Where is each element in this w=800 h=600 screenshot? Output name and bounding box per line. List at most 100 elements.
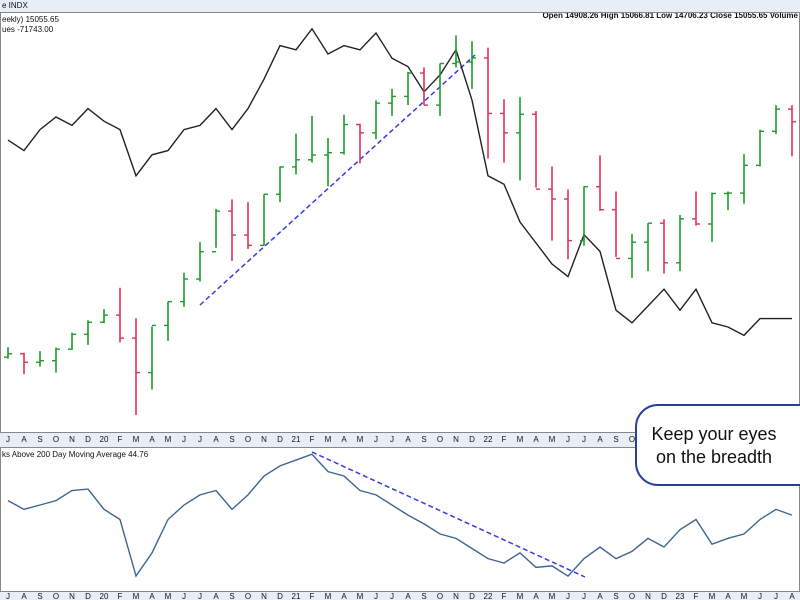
x-tick-label: 23 xyxy=(676,592,685,600)
x-tick-label: D xyxy=(469,592,475,600)
x-tick-label: N xyxy=(645,592,651,600)
x-tick-label: J xyxy=(182,435,186,444)
x-tick-label: O xyxy=(629,435,635,444)
x-tick-label: J xyxy=(566,435,570,444)
x-tick-label: F xyxy=(118,592,123,600)
x-tick-label: F xyxy=(118,435,123,444)
price-label: eekly) 15055.65 xyxy=(2,15,59,24)
x-tick-label: J xyxy=(758,592,762,600)
overlay-line xyxy=(7,27,792,337)
callout-text: on the breadth xyxy=(656,447,772,467)
x-tick-label: A xyxy=(213,592,219,600)
x-tick-label: N xyxy=(453,592,459,600)
breadth-line xyxy=(7,453,793,578)
trend-line xyxy=(199,54,476,306)
x-tick-label: S xyxy=(421,435,426,444)
x-tick-label: F xyxy=(310,435,315,444)
x-tick-label: M xyxy=(325,592,332,600)
x-tick-label: A xyxy=(149,592,155,600)
x-tick-label: M xyxy=(517,592,524,600)
x-tick-label: A xyxy=(405,435,411,444)
x-tick-label: 20 xyxy=(100,592,109,600)
x-tick-label: J xyxy=(390,592,394,600)
x-tick-label: D xyxy=(85,435,91,444)
callout-text: Keep your eyes xyxy=(651,424,776,444)
x-tick-label: O xyxy=(245,435,251,444)
x-tick-label: 21 xyxy=(292,592,301,600)
x-tick-label: J xyxy=(182,592,186,600)
x-tick-label: M xyxy=(133,592,140,600)
x-tick-label: M xyxy=(325,435,332,444)
x-tick-label: A xyxy=(341,592,347,600)
x-tick-label: O xyxy=(629,592,635,600)
x-tick-label: O xyxy=(437,435,443,444)
x-tick-label: A xyxy=(789,592,795,600)
x-tick-label: D xyxy=(277,592,283,600)
x-tick-label: O xyxy=(53,592,59,600)
x-tick-label: F xyxy=(310,592,315,600)
x-tick-label: S xyxy=(421,592,426,600)
x-tick-label: J xyxy=(390,435,394,444)
x-tick-label: J xyxy=(774,592,778,600)
x-tick-label: N xyxy=(69,592,75,600)
x-tick-label: 22 xyxy=(484,435,493,444)
x-tick-label: S xyxy=(37,435,42,444)
callout-box xyxy=(635,404,800,486)
x-tick-label: J xyxy=(198,435,202,444)
x-tick-label: S xyxy=(37,592,42,600)
month-strip-bottom xyxy=(0,592,800,600)
header-bar xyxy=(0,0,800,12)
x-tick-label: M xyxy=(549,435,556,444)
x-tick-label: S xyxy=(613,592,618,600)
x-tick-label: J xyxy=(198,592,202,600)
x-tick-label: D xyxy=(469,435,475,444)
x-tick-label: M xyxy=(709,592,716,600)
x-tick-label: M xyxy=(133,435,140,444)
x-tick-label: J xyxy=(374,435,378,444)
x-tick-label: A xyxy=(725,592,731,600)
x-tick-label: M xyxy=(165,592,172,600)
x-tick-label: 21 xyxy=(292,435,301,444)
x-tick-label: A xyxy=(597,435,603,444)
x-tick-label: A xyxy=(21,592,27,600)
x-tick-label: S xyxy=(229,592,234,600)
x-tick-label: D xyxy=(85,592,91,600)
x-tick-label: J xyxy=(6,592,10,600)
trend-line xyxy=(311,451,586,578)
x-tick-label: A xyxy=(149,435,155,444)
x-tick-label: M xyxy=(357,592,364,600)
breadth-label: ks Above 200 Day Moving Average 44.76 xyxy=(2,450,149,459)
x-tick-label: A xyxy=(597,592,603,600)
x-tick-label: D xyxy=(661,592,667,600)
x-tick-label: A xyxy=(341,435,347,444)
x-tick-label: O xyxy=(53,435,59,444)
x-tick-label: M xyxy=(357,435,364,444)
header-symbol: e INDX xyxy=(2,1,28,10)
x-tick-label: J xyxy=(582,435,586,444)
x-tick-label: F xyxy=(694,592,699,600)
x-tick-label: M xyxy=(517,435,524,444)
x-tick-label: D xyxy=(277,435,283,444)
x-tick-label: A xyxy=(533,592,539,600)
x-tick-label: M xyxy=(165,435,172,444)
header-quote: Open 14908.26 High 15066.81 Low 14706.23… xyxy=(542,11,798,20)
x-tick-label: F xyxy=(502,435,507,444)
x-tick-label: N xyxy=(261,592,267,600)
x-tick-label: N xyxy=(453,435,459,444)
x-tick-label: N xyxy=(69,435,75,444)
x-tick-label: A xyxy=(213,435,219,444)
x-tick-label: A xyxy=(405,592,411,600)
x-tick-label: J xyxy=(566,592,570,600)
x-tick-label: F xyxy=(502,592,507,600)
month-strip xyxy=(0,433,800,447)
x-tick-label: S xyxy=(229,435,234,444)
x-tick-label: O xyxy=(245,592,251,600)
x-tick-label: M xyxy=(549,592,556,600)
x-tick-label: A xyxy=(533,435,539,444)
x-tick-label: S xyxy=(613,435,618,444)
x-tick-label: 22 xyxy=(484,592,493,600)
x-tick-label: J xyxy=(374,592,378,600)
x-tick-label: O xyxy=(437,592,443,600)
